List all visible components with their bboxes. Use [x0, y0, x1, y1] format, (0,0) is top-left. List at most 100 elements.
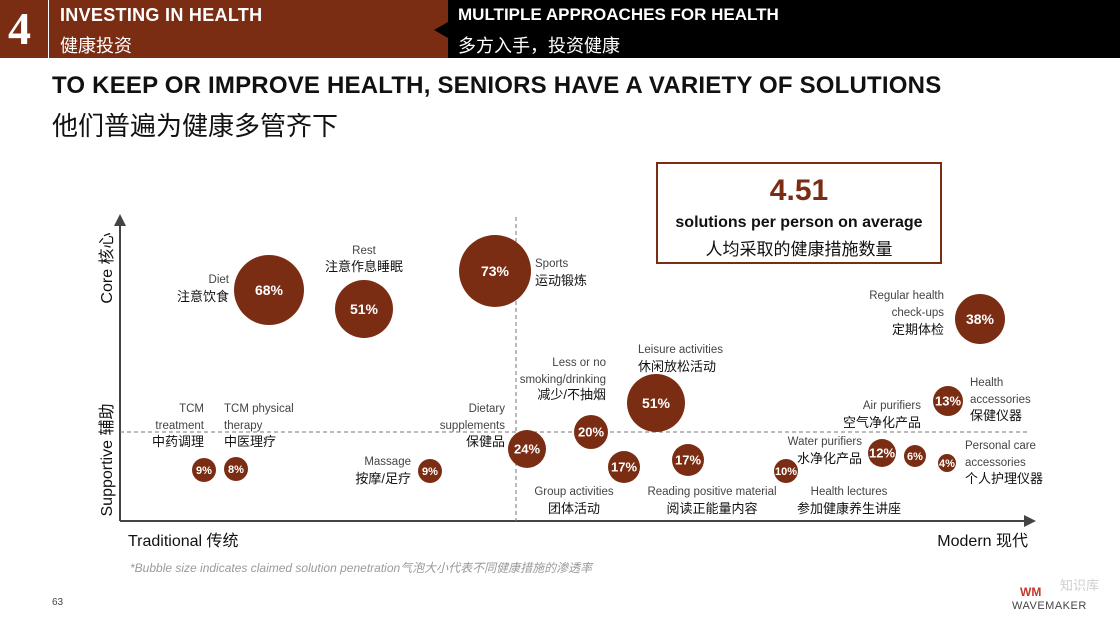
bubble-label-en-tcm: treatment	[155, 420, 204, 432]
section-title-en: INVESTING IN HEALTH	[60, 5, 263, 25]
bubble-sports	[459, 235, 531, 307]
x-axis-left-label: Traditional 传统	[128, 532, 239, 550]
bubble-label-cn-air: 空气净化产品	[843, 415, 921, 430]
bubble-label-en-group: Group activities	[534, 486, 614, 498]
bubble-label-en-checkups: Regular health	[869, 290, 944, 302]
bubble-supplements	[508, 430, 546, 468]
bubble-label-cn-checkups: 定期体检	[892, 322, 944, 337]
brand-logo: WAVEMAKER	[1012, 600, 1087, 612]
bubble-value-reading: 17%	[675, 453, 701, 468]
stat-label-en: solutions per person on average	[675, 214, 923, 231]
bubble-label-en-tcmphys: therapy	[224, 420, 263, 432]
y-axis-bottom-label: Supportive 辅助	[98, 404, 116, 517]
bubble-label-en-diet: Diet	[209, 274, 230, 286]
bubble-label-en-supplements: Dietary	[469, 403, 506, 415]
bubble-label-cn-massage: 按摩/足疗	[355, 471, 411, 486]
bubble-label-cn-smoking: 减少/不抽烟	[537, 387, 606, 402]
bubble-value-water: 12%	[869, 446, 895, 461]
bubble-label-en-rest: Rest	[352, 245, 376, 257]
bubble-value-accessories: 13%	[935, 394, 961, 409]
stat-label-cn: 人均采取的健康措施数量	[705, 240, 893, 259]
bubble-label-cn-personal: 个人护理仪器	[965, 471, 1043, 486]
footnote: *Bubble size indicates claimed solution …	[130, 561, 593, 575]
section-number: 4	[8, 3, 31, 54]
watermark: 知识库	[1060, 578, 1100, 593]
bubble-reading	[672, 444, 704, 476]
page-title-cn: 他们普遍为健康多管齐下	[52, 111, 339, 141]
bubble-label-cn-supplements: 保健品	[466, 434, 505, 449]
bubble-label-en-tcm: TCM	[179, 403, 204, 415]
y-axis-arrow-icon	[114, 214, 126, 226]
bubble-label-en-personal: Personal care	[965, 440, 1036, 452]
bubble-label-cn-group: 团体活动	[548, 501, 600, 516]
bubble-label-cn-accessories: 保健仪器	[970, 408, 1022, 423]
bubble-label-en-checkups: check-ups	[892, 307, 945, 319]
bubble-value-checkups: 38%	[966, 311, 995, 327]
bubble-label-en-personal: accessories	[965, 457, 1026, 469]
bubble-label-en-accessories: Health	[970, 377, 1003, 389]
section-header: 4 INVESTING IN HEALTH 健康投资	[0, 0, 448, 58]
bubble-lectures	[774, 459, 798, 483]
bubble-value-leisure: 51%	[642, 395, 671, 411]
bubble-label-en-reading: Reading positive material	[647, 486, 776, 498]
bubble-rest	[335, 280, 393, 338]
bubble-value-massage: 9%	[422, 466, 438, 478]
bubble-label-en-sports: Sports	[535, 258, 568, 270]
bubble-label-cn-reading: 阅读正能量内容	[666, 501, 757, 516]
bubble-label-cn-water: 水净化产品	[797, 451, 862, 466]
bubble-label-en-smoking: Less or no	[552, 357, 606, 369]
bubble-label-en-accessories: accessories	[970, 394, 1031, 406]
bubble-value-group: 17%	[611, 460, 637, 475]
bubble-air	[904, 445, 926, 467]
wavemaker-logo-icon: WM	[1020, 585, 1042, 599]
header-divider	[48, 0, 49, 58]
bubble-value-tcm: 9%	[196, 465, 212, 477]
y-axis-top-label: Core 核心	[98, 232, 116, 303]
bubble-value-smoking: 20%	[578, 425, 604, 440]
stat-value: 4.51	[769, 174, 829, 207]
page-number: 63	[52, 597, 64, 608]
bubble-label-cn-tcm: 中药调理	[152, 434, 204, 449]
bubble-label-cn-tcmphys: 中医理疗	[224, 434, 276, 449]
bubble-label-en-leisure: Leisure activities	[638, 344, 723, 356]
bubble-value-air: 6%	[907, 451, 923, 463]
bubble-diet	[234, 255, 304, 325]
bubble-checkups	[955, 294, 1005, 344]
bubble-value-lectures: 10%	[775, 466, 797, 478]
bubble-water	[868, 439, 896, 467]
x-axis-right-label: Modern 现代	[937, 532, 1028, 550]
bubble-label-cn-sports: 运动锻炼	[535, 273, 587, 288]
bubble-massage	[418, 459, 442, 483]
bubble-leisure	[627, 374, 685, 432]
bubble-value-rest: 51%	[350, 301, 379, 317]
bubble-label-en-lectures: Health lectures	[811, 486, 888, 498]
bubble-tcm	[192, 458, 216, 482]
bubble-label-en-smoking: smoking/drinking	[520, 374, 606, 386]
bubble-label-en-supplements: supplements	[440, 420, 505, 432]
stat-callout: 4.51 solutions per person on average 人均采…	[656, 162, 942, 264]
bubble-personal	[938, 454, 956, 472]
bubble-label-cn-rest: 注意作息睡眠	[325, 259, 403, 274]
bubble-accessories	[933, 386, 963, 416]
bubble-label-en-air: Air purifiers	[863, 400, 921, 412]
bubble-group	[608, 451, 640, 483]
bubble-label-en-water: Water purifiers	[788, 436, 863, 448]
bubble-value-personal: 4%	[939, 458, 955, 470]
topic-title-en: MULTIPLE APPROACHES FOR HEALTH	[458, 5, 779, 24]
bubble-label-cn-diet: 注意饮食	[177, 289, 229, 304]
bubble-label-en-massage: Massage	[364, 456, 411, 468]
bubble-tcmphys	[224, 457, 248, 481]
bubble-label-cn-leisure: 休闲放松活动	[638, 359, 716, 374]
topic-title-cn: 多方入手，投资健康	[458, 36, 620, 56]
bubble-smoking	[574, 415, 608, 449]
header-arrow-icon	[434, 22, 448, 38]
page-title-en: TO KEEP OR IMPROVE HEALTH, SENIORS HAVE …	[52, 72, 942, 99]
bubble-value-supplements: 24%	[514, 442, 540, 457]
bubble-value-diet: 68%	[255, 282, 284, 298]
bubble-label-en-tcmphys: TCM physical	[224, 403, 294, 415]
bubble-label-cn-lectures: 参加健康养生讲座	[797, 501, 901, 516]
bubble-value-sports: 73%	[481, 263, 510, 279]
section-title-cn: 健康投资	[60, 36, 132, 56]
bubble-value-tcmphys: 8%	[228, 464, 244, 476]
